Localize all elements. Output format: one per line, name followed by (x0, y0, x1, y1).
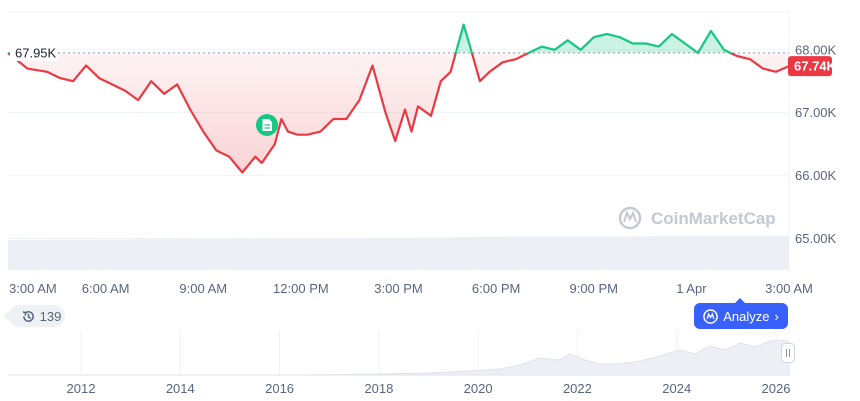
x-tick-label: 6:00 PM (472, 281, 520, 296)
current-price-background (788, 56, 832, 77)
price-above-reference-fill (8, 24, 789, 53)
analyze-label: Analyze (723, 308, 770, 324)
overview-navigator[interactable]: 2012 2014 2016 2018 2020 2022 2024 2026 (8, 330, 790, 396)
current-price-tag: 67.74K (788, 56, 837, 77)
price-line-below-reference (7, 52, 790, 174)
price-line-above-reference (7, 23, 733, 53)
overview-year-label: 2012 (67, 381, 96, 396)
reference-label-text: 67.95K (15, 45, 57, 60)
history-badge[interactable]: 139 (3, 305, 65, 327)
y-tick-label: 66.00K (795, 168, 837, 183)
price-below-reference-fill (8, 52, 789, 173)
x-axis-ticks: 3:00 AM 6:00 AM 9:00 AM 12:00 PM 3:00 PM 6:00… (9, 281, 813, 296)
overview-year-label: 2022 (563, 381, 592, 396)
analyze-logo-icon (703, 308, 719, 324)
watermark-text: CoinMarketCap (651, 209, 776, 228)
x-tick-label: 3:00 AM (9, 281, 57, 296)
overview-year-label: 2020 (464, 381, 493, 396)
chevron-right-icon: › (774, 308, 779, 324)
coinmarketcap-logo-icon (618, 206, 642, 230)
history-icon (22, 310, 34, 322)
reference-label-background (10, 44, 58, 61)
y-tick-label: 68.00K (795, 42, 837, 57)
overview-year-label: 2016 (265, 381, 294, 396)
overview-year-label: 2014 (166, 381, 195, 396)
x-tick-label: 9:00 PM (570, 281, 618, 296)
analyze-button[interactable]: Analyze › (694, 298, 788, 329)
y-tick-label: 67.00K (795, 105, 837, 120)
x-tick-label: 3:00 PM (374, 281, 422, 296)
news-marker[interactable] (256, 114, 278, 136)
handle-grip (786, 349, 787, 357)
coinmarketcap-logo-mark (623, 210, 637, 223)
y-tick-label: 65.00K (795, 231, 837, 246)
current-price-text: 67.74K (794, 59, 837, 74)
handle-grip (789, 349, 790, 357)
range-handle[interactable] (781, 343, 795, 363)
overview-area (8, 339, 790, 376)
y-axis-ticks: 68.00K 67.00K 66.00K 65.00K (795, 42, 837, 246)
volume-bars (8, 236, 789, 270)
overview-year-label: 2026 (762, 381, 791, 396)
coinmarketcap-watermark: CoinMarketCap (618, 206, 776, 230)
x-tick-label: 6:00 AM (82, 281, 130, 296)
x-tick-label: 9:00 AM (179, 281, 227, 296)
overview-year-label: 2024 (662, 381, 691, 396)
reference-price-label: 67.95K (10, 44, 58, 61)
overview-year-ticks: 2012 2014 2016 2018 2020 2022 2024 2026 (67, 381, 791, 396)
x-tick-label: 1 Apr (676, 281, 707, 296)
x-tick-label: 12:00 PM (273, 281, 329, 296)
x-tick-label: 3:00 AM (765, 281, 813, 296)
history-count: 139 (39, 308, 62, 324)
overview-year-label: 2018 (364, 381, 393, 396)
